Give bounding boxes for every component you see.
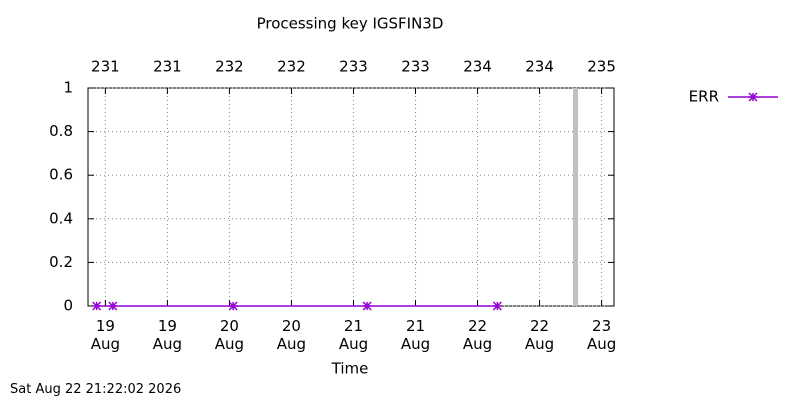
time-marker xyxy=(573,88,579,306)
x-tick-label: 22 Aug xyxy=(524,317,555,353)
chart-title: Processing key IGSFIN3D xyxy=(257,15,444,33)
x2-tick-label: 233 xyxy=(339,58,368,76)
point xyxy=(92,301,102,311)
x2-tick-label: 231 xyxy=(91,58,120,76)
y-tick-label: 0.2 xyxy=(49,253,73,271)
x-tick-label: 19 Aug xyxy=(152,317,183,353)
x2-tick-label: 232 xyxy=(215,58,244,76)
footer: Sat Aug 22 21:22:02 2026 xyxy=(10,382,182,397)
y-tick-label: 1 xyxy=(63,79,73,97)
point xyxy=(492,301,502,311)
x2-tick-label: 235 xyxy=(587,58,616,76)
x-tick-label: 21 Aug xyxy=(338,317,369,353)
point xyxy=(228,301,238,311)
x-tick-label: 22 Aug xyxy=(462,317,493,353)
x2-tick-label: 233 xyxy=(401,58,430,76)
point xyxy=(108,301,118,311)
y-tick-label: 0.8 xyxy=(49,122,73,140)
x-tick-label: 20 Aug xyxy=(276,317,307,353)
x2-tick-label: 231 xyxy=(153,58,182,76)
y-tick-label: 0.6 xyxy=(49,166,73,184)
x-tick-label: 20 Aug xyxy=(214,317,245,353)
x-tick-label: 21 Aug xyxy=(400,317,431,353)
y-tick-label: 0 xyxy=(63,297,73,315)
y-tick-label: 0.4 xyxy=(49,209,73,227)
point xyxy=(362,301,372,311)
x2-tick-label: 234 xyxy=(463,58,492,76)
x-tick-label: 19 Aug xyxy=(90,317,120,353)
x-tick-label: 23 Aug xyxy=(586,317,617,353)
legend-label: ERR xyxy=(689,88,719,106)
x2-tick-label: 232 xyxy=(277,58,306,76)
x2-tick-label: 234 xyxy=(525,58,554,76)
x-axis-label: Time xyxy=(331,360,369,378)
point xyxy=(748,92,758,102)
